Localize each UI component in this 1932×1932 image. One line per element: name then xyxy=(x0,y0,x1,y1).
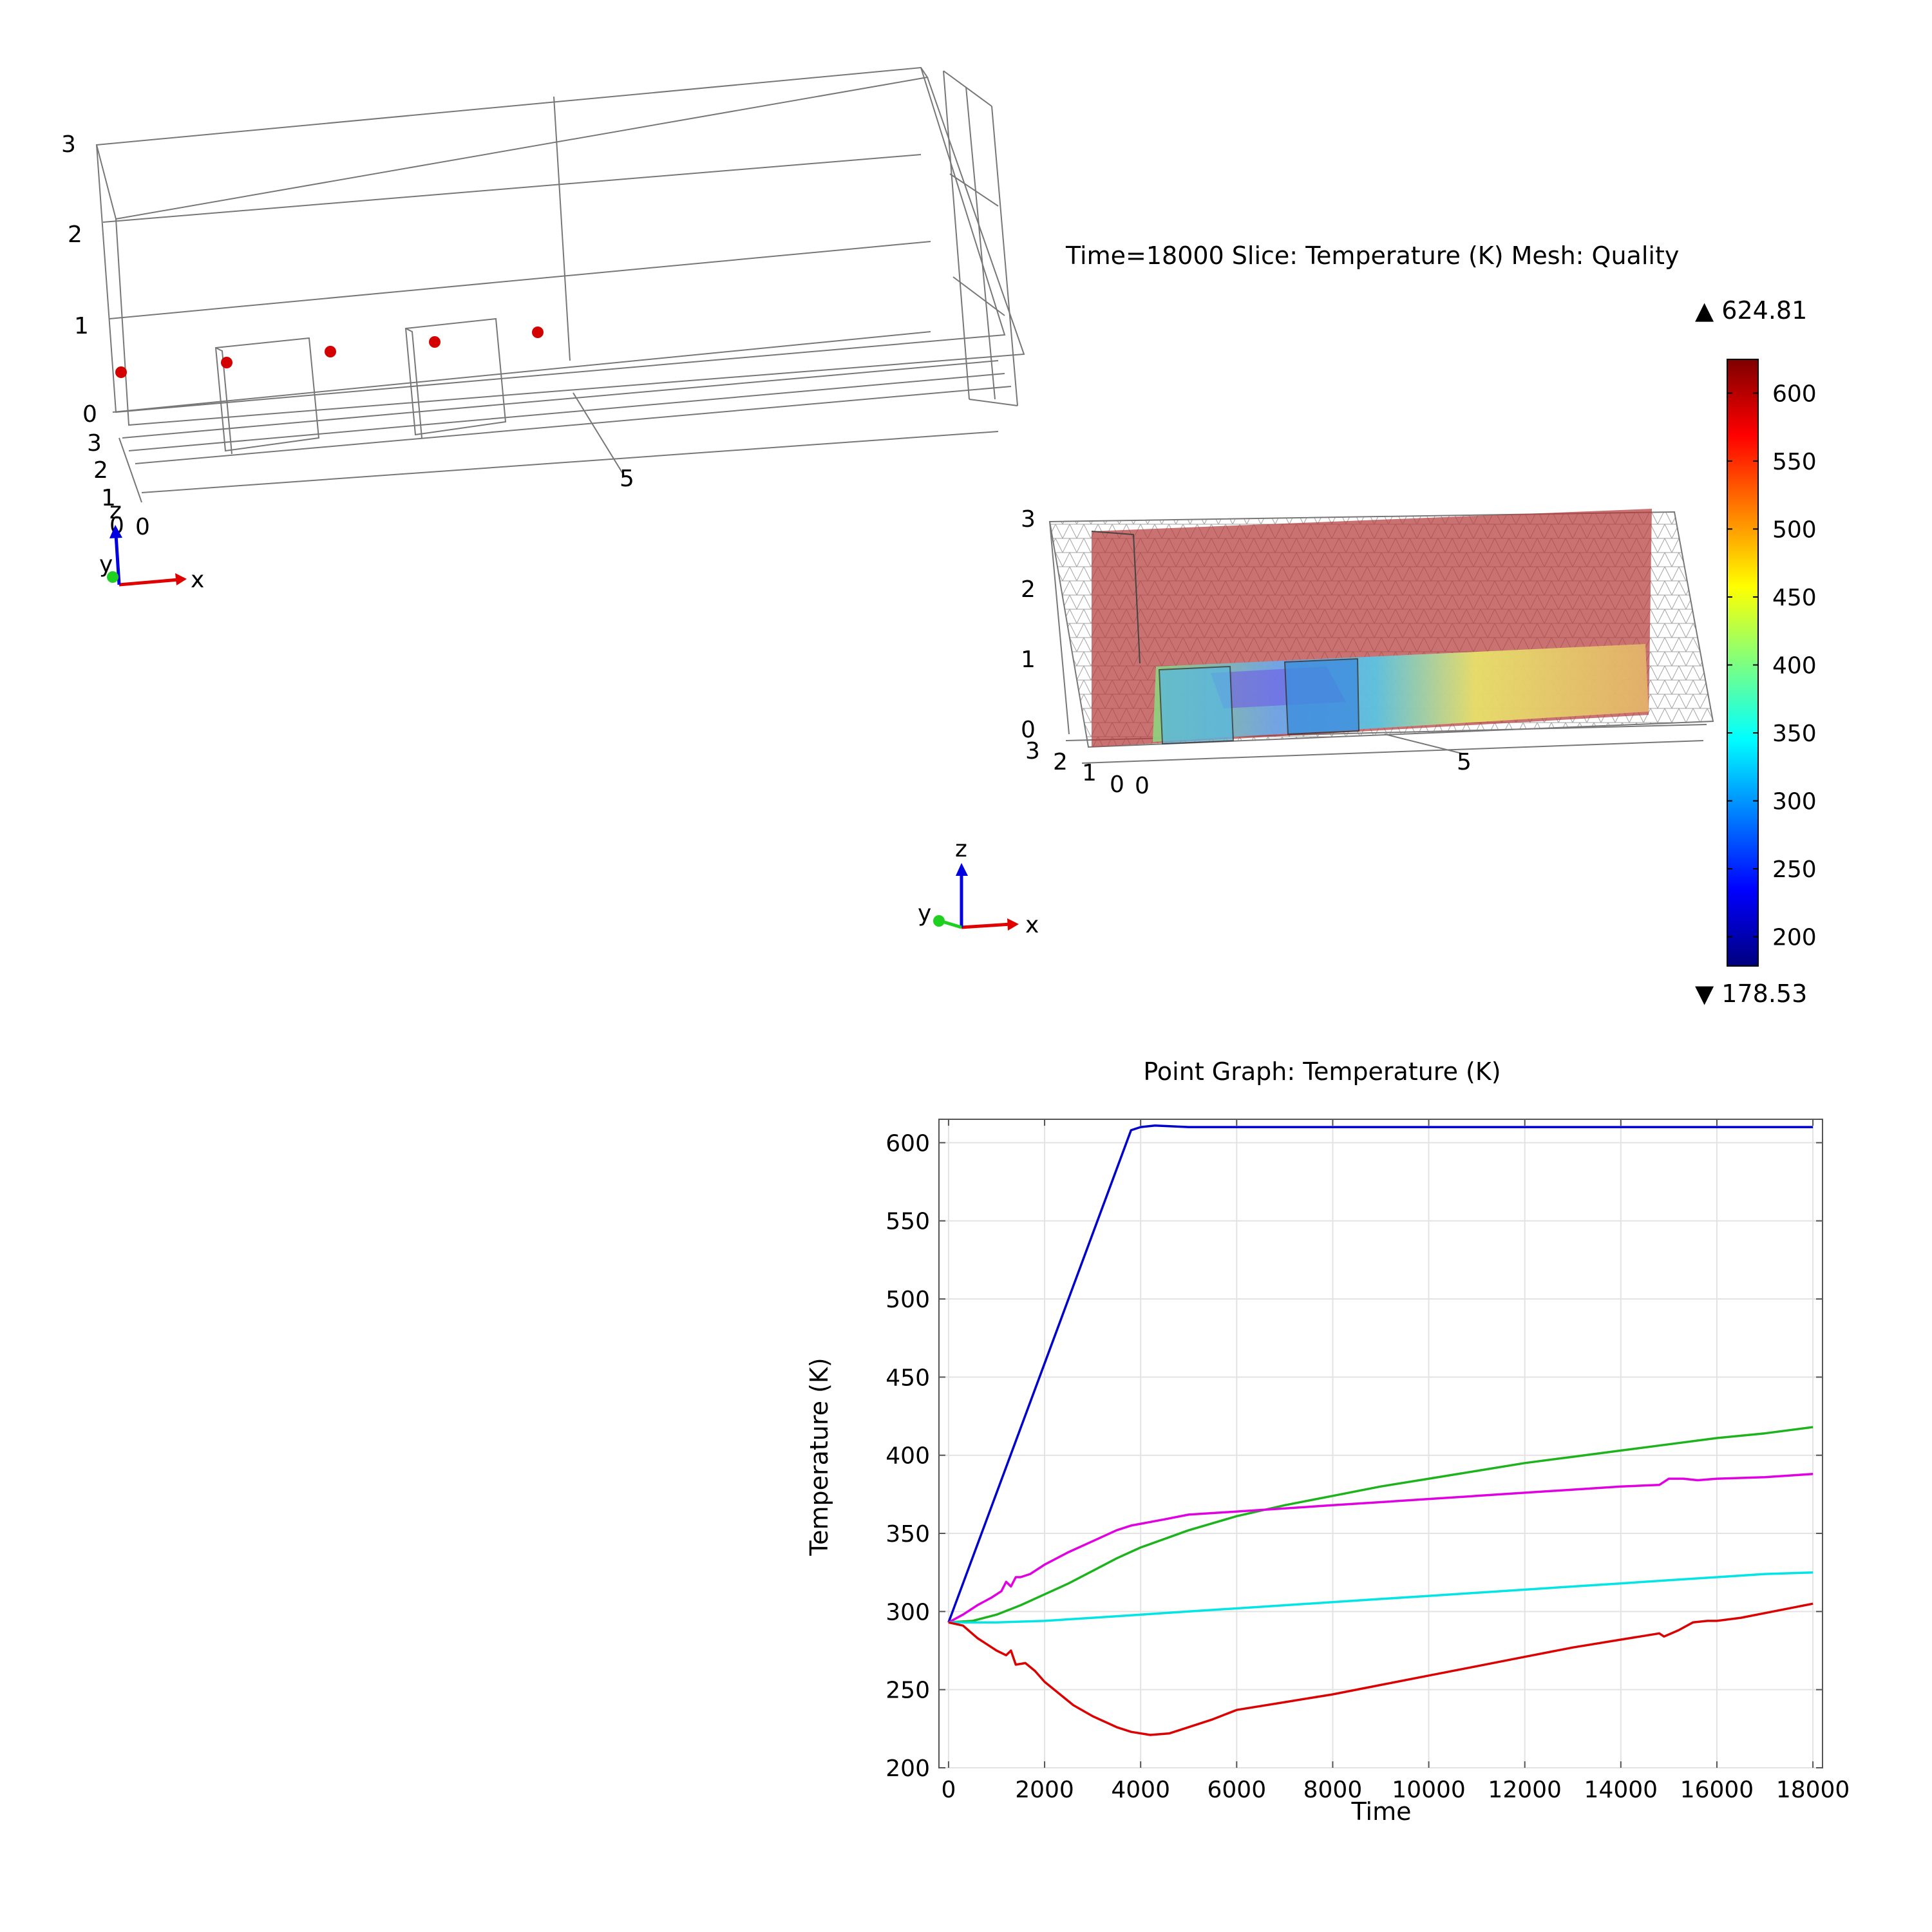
probe-point xyxy=(429,336,440,348)
obstacle-box xyxy=(1283,658,1360,735)
x-tick-label: 16000 xyxy=(1680,1777,1754,1803)
dtick-label: 1 xyxy=(1082,760,1097,786)
x-axis-label: Time xyxy=(1351,1797,1412,1826)
triad-x-label: x xyxy=(1025,912,1039,938)
y-tick-label: 500 xyxy=(886,1287,930,1313)
x-tick-label: 18000 xyxy=(1776,1777,1850,1803)
xtick-label: 0 xyxy=(135,514,150,540)
point-graph[interactable]: Point Graph: Temperature (K) 200 250 300 35… xyxy=(805,1057,1850,1826)
y-axis-ticks: 200 250 300 350 400 450 500 550 600 xyxy=(886,1130,1823,1782)
colorbar-tick-label: 250 xyxy=(1772,857,1817,883)
y-tick-label: 200 xyxy=(886,1756,930,1782)
colorbar-tick-label: 450 xyxy=(1772,585,1817,611)
colorbar-scale xyxy=(1727,359,1759,967)
vtick-label: 0 xyxy=(1021,717,1036,743)
xtick-label: 5 xyxy=(620,466,634,492)
colorbar-ticks: 600 550 500 450 400 350 300 250 200 xyxy=(1727,381,1817,951)
triad-z-label: z xyxy=(955,836,967,862)
axis-triad: x y z xyxy=(918,836,1039,938)
x-tick-label: 2000 xyxy=(1015,1777,1074,1803)
y-axis-label: Temperature (K) xyxy=(805,1358,833,1556)
probe-point xyxy=(221,357,232,368)
series-line-1 xyxy=(947,1124,1814,1623)
colorbar-max-label: ▲ 624.81 xyxy=(1695,296,1807,325)
geometry-view[interactable]: 3 2 1 0 3 2 1 0 0 5 x y z xyxy=(61,66,1025,593)
dtick-label: 3 xyxy=(87,430,102,457)
slice-title: Time=18000 Slice: Temperature (K) Mesh: … xyxy=(1065,242,1679,270)
vtick-label: 0 xyxy=(82,401,97,428)
geometry-vertical-ticks: 3 2 1 0 3 2 1 0 0 5 xyxy=(61,131,634,540)
dtick-label: 3 xyxy=(1025,738,1040,764)
vtick-label: 1 xyxy=(74,313,89,339)
x-tick-label: 6000 xyxy=(1207,1777,1266,1803)
colorbar-tick-label: 550 xyxy=(1772,449,1817,475)
vtick-label: 3 xyxy=(1021,506,1036,533)
colorbar-tick-label: 600 xyxy=(1772,381,1817,407)
y-tick-label: 550 xyxy=(886,1209,930,1235)
x-tick-label: 10000 xyxy=(1392,1777,1466,1803)
vtick-label: 2 xyxy=(1021,576,1036,603)
triad-y-label: y xyxy=(918,900,931,927)
slice-axis-ticks: 3 2 1 0 3 2 1 0 0 5 xyxy=(1021,506,1472,799)
dtick-label: 2 xyxy=(93,457,108,484)
series-lines xyxy=(947,1124,1814,1736)
probe-point xyxy=(115,366,127,378)
y-tick-label: 250 xyxy=(886,1678,930,1704)
y-tick-label: 350 xyxy=(886,1521,930,1548)
obstacle-box xyxy=(1158,665,1235,745)
axis-triad: x y z xyxy=(99,498,204,593)
y-tick-label: 450 xyxy=(886,1365,930,1391)
dtick-label: 1 xyxy=(101,485,116,511)
probe-point xyxy=(532,327,544,338)
colorbar-tick-label: 350 xyxy=(1772,721,1817,747)
probe-points xyxy=(115,327,544,378)
triad-z-label: z xyxy=(109,498,122,524)
lower-slice xyxy=(1153,644,1649,742)
geometry-wireframe xyxy=(95,66,1025,503)
colorbar-min-label: ▼ 178.53 xyxy=(1695,980,1807,1008)
plot-area xyxy=(938,1119,1823,1768)
x-tick-label: 12000 xyxy=(1488,1777,1562,1803)
probe-point xyxy=(325,346,336,357)
colorbar-tick-label: 300 xyxy=(1772,789,1817,815)
triad-x-label: x xyxy=(191,567,204,593)
vtick-label: 3 xyxy=(61,131,76,158)
xtick-label: 0 xyxy=(1135,773,1150,799)
x-axis-ticks: 0 2000 4000 6000 8000 10000 12000 14000 16000 180… xyxy=(941,1119,1850,1803)
xtick-label: 5 xyxy=(1457,749,1472,775)
x-tick-label: 4000 xyxy=(1111,1777,1170,1803)
dtick-label: 0 xyxy=(1110,772,1124,798)
triad-y-label: y xyxy=(99,551,113,578)
y-tick-label: 300 xyxy=(886,1599,930,1625)
slice-view[interactable]: Time=18000 Slice: Temperature (K) Mesh: … xyxy=(918,242,1817,1008)
x-tick-label: 8000 xyxy=(1303,1777,1363,1803)
y-tick-label: 600 xyxy=(886,1130,930,1157)
colorbar: ▲ 624.81 600 550 500 450 400 350 300 250 200 ▼ 1… xyxy=(1695,296,1817,1008)
vtick-label: 2 xyxy=(68,222,82,248)
colorbar-tick-label: 200 xyxy=(1772,925,1817,951)
grid xyxy=(939,1119,1823,1768)
x-tick-label: 0 xyxy=(941,1777,956,1803)
series-line-5 xyxy=(948,1602,1814,1736)
vtick-label: 1 xyxy=(1021,647,1036,673)
x-tick-label: 14000 xyxy=(1584,1777,1658,1803)
colorbar-tick-label: 400 xyxy=(1772,653,1817,679)
dtick-label: 2 xyxy=(1053,749,1068,775)
colorbar-tick-label: 500 xyxy=(1772,516,1817,543)
series-line-3 xyxy=(948,1473,1814,1624)
y-tick-label: 400 xyxy=(886,1443,930,1470)
chart-title: Point Graph: Temperature (K) xyxy=(1143,1057,1501,1086)
series-line-4 xyxy=(948,1571,1814,1624)
series-line-2 xyxy=(948,1426,1814,1624)
temperature-slices xyxy=(1091,509,1652,747)
